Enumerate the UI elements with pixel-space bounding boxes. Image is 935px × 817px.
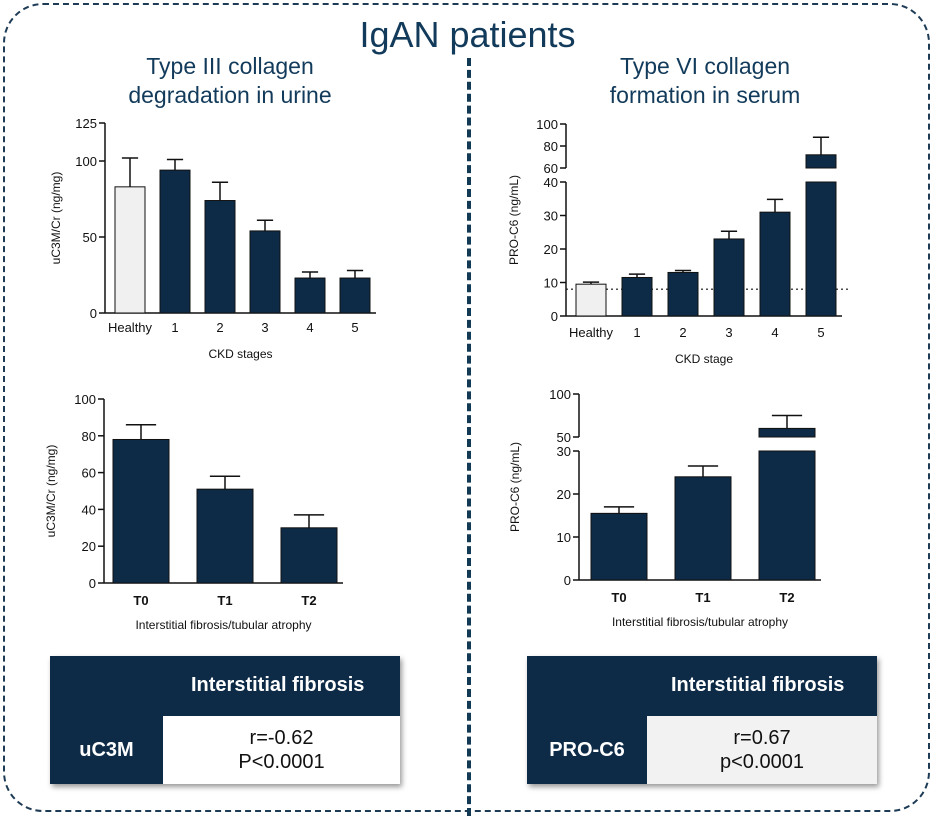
bar [159,169,191,314]
page-title: IgAN patients [359,14,576,55]
y-axis-label: PRO-C6 (ng/mL) [507,175,521,265]
y-tick-label: 20 [544,242,558,257]
y-tick-label: 20 [82,539,96,554]
left-subtitle: Type III collagen degradation in urine [70,52,390,110]
y-tick-label: 100 [75,154,97,169]
table-header: Interstitial fibrosis [50,656,400,716]
y-tick-label: 50 [557,430,571,445]
table-value-cell: r=0.67 p<0.0001 [647,716,877,784]
x-axis-label: CKD stages [208,347,272,361]
bar [114,186,146,314]
bar [339,277,371,314]
x-tick-label: T1 [217,593,232,608]
y-tick-label: 0 [89,576,96,591]
bar [280,527,338,584]
correlation-p: p<0.0001 [720,751,804,773]
y-tick-label: 50 [83,230,97,245]
bar [590,512,648,581]
table-row-label: uC3M [50,716,163,784]
bar [667,271,699,317]
bar [758,450,816,581]
bar [204,200,236,314]
bar-upper [805,154,837,169]
y-tick-label: 40 [82,502,96,517]
table-row-label: PRO-C6 [527,716,647,784]
x-tick-label: T1 [695,590,710,605]
bar [294,277,326,314]
bar [196,488,254,584]
y-tick-label: 30 [557,444,571,459]
y-axis-label: uC3M/Cr (ng/mg) [44,445,58,538]
table-value-cell: r=-0.62 P<0.0001 [163,716,400,784]
correlation-r: r=-0.62 [249,727,314,749]
y-tick-label: 100 [536,117,558,132]
x-tick-label: 1 [633,325,640,340]
right-subtitle-line2: formation in serum [609,82,801,108]
proc6-correlation-table: Interstitial fibrosis PRO-C6 r=0.67 p<0.… [527,656,877,784]
y-tick-label: 60 [544,161,558,176]
bar [621,276,653,317]
x-tick-label: 3 [725,325,732,340]
x-tick-label: 1 [171,320,178,335]
y-tick-label: 0 [90,306,97,321]
x-axis-label: CKD stage [675,352,733,366]
x-axis-label: Interstitial fibrosis/tubular atrophy [612,615,788,629]
x-tick-label: 3 [261,320,268,335]
y-tick-label: 0 [564,573,571,588]
y-tick-label: 60 [82,466,96,481]
y-tick-label: 10 [544,276,558,291]
y-axis-label: uC3M/Cr (ng/mg) [49,172,63,265]
left-subtitle-line2: degradation in urine [128,82,332,108]
table-header-label: Interstitial fibrosis [671,674,845,696]
bar [575,283,607,317]
y-tick-label: 30 [544,209,558,224]
x-tick-label: 2 [216,320,223,335]
x-tick-label: T2 [301,593,316,608]
x-tick-label: Healthy [569,325,614,340]
y-tick-label: 80 [82,429,96,444]
y-tick-label: 0 [551,309,558,324]
x-tick-label: 5 [351,320,358,335]
x-tick-label: T0 [133,593,148,608]
x-tick-label: 5 [817,325,824,340]
y-tick-label: 80 [544,139,558,154]
table-header-label: Interstitial fibrosis [191,674,365,696]
outer-frame [3,3,930,812]
right-subtitle-line1: Type VI collagen [619,53,791,79]
y-tick-label: 40 [544,175,558,190]
x-axis-label: Interstitial fibrosis/tubular atrophy [135,618,311,632]
table-header: Interstitial fibrosis [527,656,877,716]
bar [805,181,837,317]
bar [759,211,791,317]
x-tick-label: 4 [306,320,313,335]
x-tick-label: T2 [779,590,794,605]
y-tick-label: 20 [557,487,571,502]
uc3m-correlation-table: Interstitial fibrosis uC3M r=-0.62 P<0.0… [50,656,400,784]
y-tick-label: 10 [557,530,571,545]
correlation-p: P<0.0001 [238,751,325,773]
x-tick-label: 4 [771,325,778,340]
x-tick-label: Healthy [108,320,153,335]
left-subtitle-line1: Type III collagen [146,53,314,79]
bar [674,476,732,581]
bar [249,230,281,314]
right-subtitle: Type VI collagen formation in serum [540,52,870,110]
bar [112,438,170,584]
center-divider [467,58,471,816]
y-tick-label: 100 [549,387,571,402]
y-tick-label: 100 [74,392,96,407]
bar [713,238,745,317]
y-axis-label: PRO-C6 (ng/mL) [508,442,522,532]
correlation-r: r=0.67 [733,727,791,749]
x-tick-label: 2 [679,325,686,340]
bar-upper [758,427,816,438]
x-tick-label: T0 [611,590,626,605]
y-tick-label: 125 [75,116,97,131]
